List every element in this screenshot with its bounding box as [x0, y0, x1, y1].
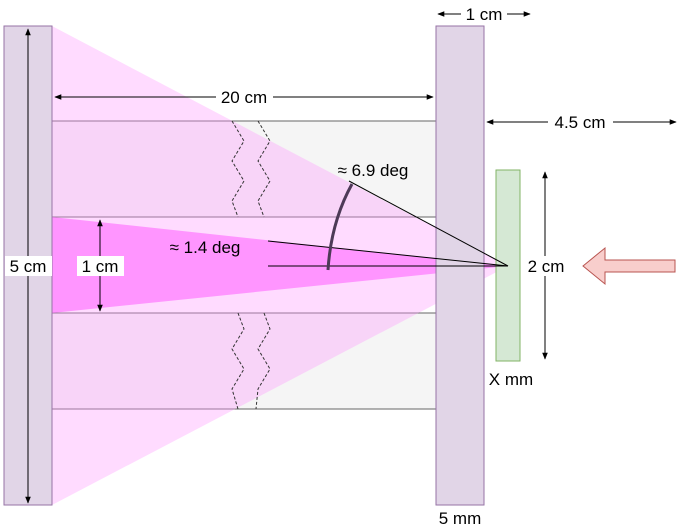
- break-mark-upper-right: [257, 120, 271, 218]
- break-mark-lower-right: [255, 312, 271, 410]
- narrow-angle-line: [267, 240, 509, 267]
- channel-height-label: 1 cm: [82, 257, 119, 276]
- break-mark-lower-left: [231, 312, 245, 410]
- incoming-arrow: [582, 246, 676, 286]
- narrow-angle-label: ≈ 1.4 deg: [170, 238, 241, 257]
- detector-thickness-label: X mm: [489, 370, 533, 389]
- detector-height-label: 2 cm: [528, 257, 565, 276]
- narrow-radiation-cone: [52, 217, 508, 313]
- break-mark-upper-left: [231, 120, 245, 218]
- gap-length-label: 20 cm: [221, 88, 267, 107]
- wide-angle-label: ≈ 6.9 deg: [338, 161, 409, 180]
- detector-distance-label: 4.5 cm: [554, 113, 605, 132]
- angle-arc: [326, 183, 354, 271]
- wide-angle-line: [348, 180, 509, 267]
- plate-width-label: 1 cm: [466, 5, 503, 24]
- plate-thickness-label: 5 mm: [439, 509, 482, 527]
- source-height-label: 5 cm: [10, 257, 47, 276]
- upper-channel: [51, 120, 437, 218]
